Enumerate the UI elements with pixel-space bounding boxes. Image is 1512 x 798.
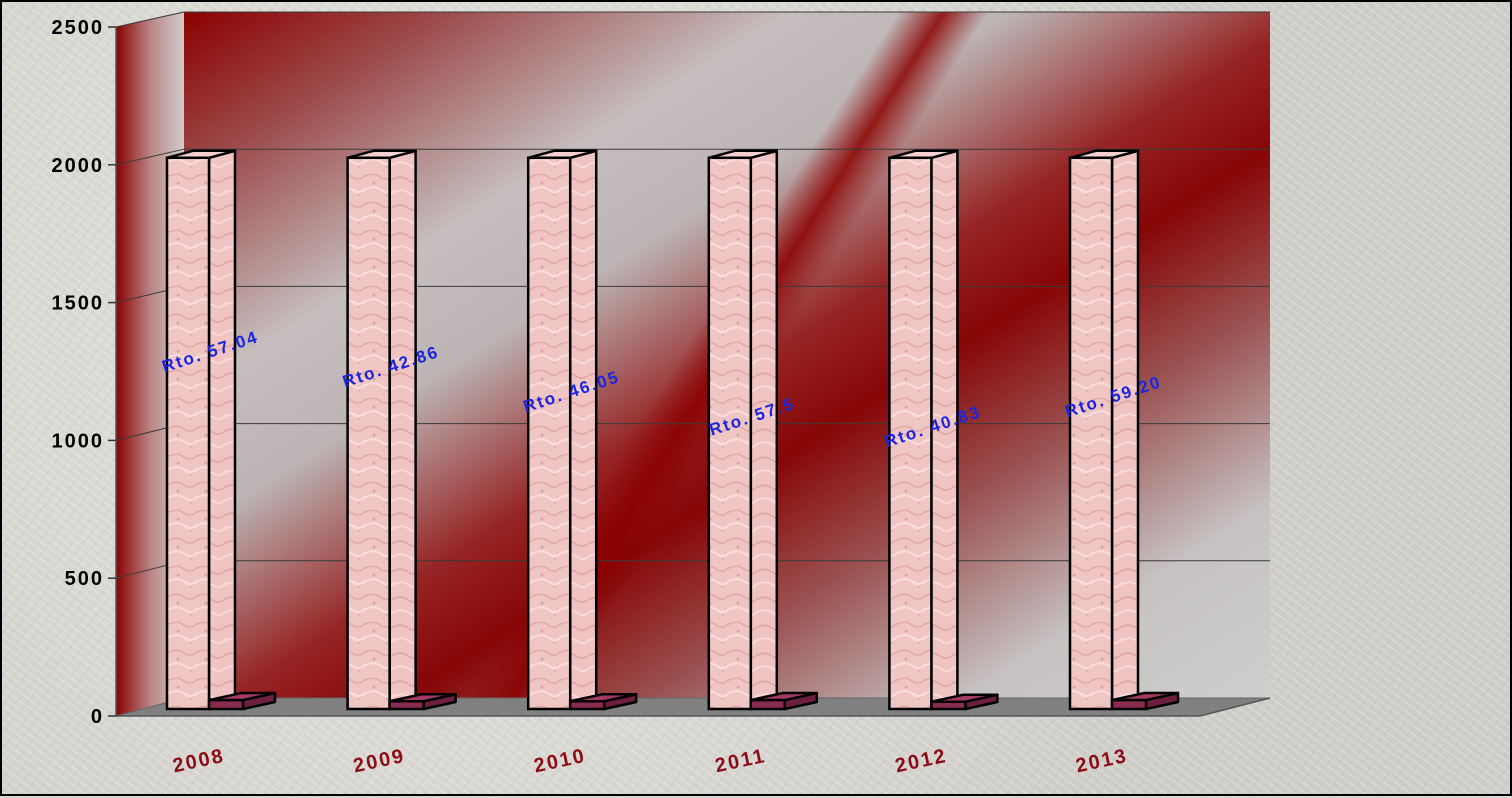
bar-2009-secondary-top bbox=[388, 693, 457, 703]
bars bbox=[165, 149, 1180, 711]
y-tick-label-1000: 1000 bbox=[52, 430, 105, 452]
bar-2010-primary-front bbox=[526, 156, 572, 711]
bar-2011-primary bbox=[707, 149, 779, 711]
bar-2009-primary-top bbox=[346, 149, 417, 160]
bar-2011-secondary bbox=[749, 691, 819, 711]
bar-2010-primary bbox=[526, 149, 598, 711]
bar-2008-secondary-top bbox=[207, 691, 277, 702]
bar-2008-primary bbox=[165, 149, 237, 711]
y-tick-label-0: 0 bbox=[91, 706, 104, 728]
bar-2013-primary-top bbox=[1068, 149, 1140, 160]
x-tick-label-2013: 2013 bbox=[1074, 745, 1130, 777]
bar-2013-secondary-top bbox=[1110, 691, 1180, 702]
x-tick-label-2008: 2008 bbox=[171, 745, 227, 777]
bar-2013-primary bbox=[1068, 149, 1140, 711]
bar-2012-secondary bbox=[930, 693, 999, 711]
bar-2010-secondary bbox=[568, 693, 638, 711]
bar-2009-primary bbox=[346, 149, 417, 711]
bar-2013-primary-side bbox=[1110, 149, 1140, 711]
bar-2011-primary-side bbox=[749, 149, 779, 711]
bar-2013-secondary bbox=[1110, 691, 1180, 711]
y-tick-label-500: 500 bbox=[65, 568, 104, 590]
bar-2009-primary-front bbox=[346, 156, 391, 711]
bar-2013-secondary-front bbox=[1110, 698, 1148, 711]
bar-2012-primary bbox=[888, 149, 959, 711]
bar-2008-primary-top bbox=[165, 149, 237, 160]
bar-2009-primary-side bbox=[388, 149, 417, 711]
bar-2012-primary-top bbox=[888, 149, 959, 160]
bar-2011-primary-front bbox=[707, 156, 753, 711]
bar-2008-primary-front bbox=[165, 156, 211, 711]
y-axis: 0 500 1000 1500 2000 2500 bbox=[52, 17, 1271, 728]
bar-2008-primary-side bbox=[207, 149, 237, 711]
gridline-side-2500 bbox=[115, 11, 185, 28]
bar-2008-secondary-front bbox=[207, 698, 245, 711]
bar-2012-secondary-top bbox=[930, 693, 999, 703]
gridline-side-2000 bbox=[115, 148, 185, 166]
x-tick-label-2009: 2009 bbox=[351, 745, 407, 777]
bar-2011-primary-top bbox=[707, 149, 779, 160]
y-tick-label-2500: 2500 bbox=[52, 17, 105, 39]
bar-2009-secondary bbox=[388, 693, 457, 711]
bar-2010-primary-top bbox=[526, 149, 598, 160]
bar-2008-secondary bbox=[207, 691, 277, 711]
x-tick-label-2010: 2010 bbox=[532, 745, 588, 777]
floor-edge bbox=[1199, 697, 1271, 717]
bar-2010-secondary-top bbox=[568, 693, 638, 703]
x-tick-label-2012: 2012 bbox=[893, 745, 949, 777]
bar-2013-primary-front bbox=[1068, 156, 1114, 711]
bar-2011-secondary-front bbox=[749, 698, 787, 711]
y-tick-label-2000: 2000 bbox=[52, 155, 105, 177]
y-tick-label-1500: 1500 bbox=[52, 293, 105, 315]
x-tick-label-2011: 2011 bbox=[713, 745, 768, 777]
bar-2010-primary-side bbox=[568, 149, 598, 711]
bar-2011-secondary-top bbox=[749, 691, 819, 702]
